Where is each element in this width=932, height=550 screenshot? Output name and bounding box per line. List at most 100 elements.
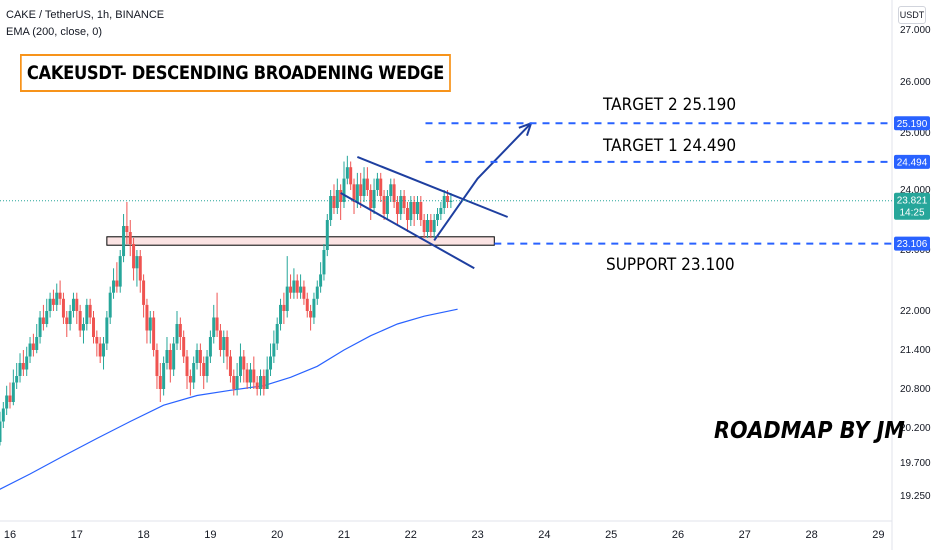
candle-body — [255, 382, 259, 389]
candle-body — [202, 363, 206, 376]
candle-body — [71, 298, 75, 311]
candle-body — [415, 202, 419, 214]
time-tick-label: 29 — [872, 529, 884, 541]
candle-body — [135, 256, 139, 269]
levels-layer — [0, 122, 892, 245]
time-tick-label: 16 — [4, 529, 16, 541]
candle-body — [426, 220, 429, 232]
candle-body — [405, 208, 409, 220]
candle-body — [155, 350, 159, 376]
candle-body — [339, 190, 343, 202]
candle-body — [269, 356, 273, 370]
candle-body — [15, 376, 19, 383]
drawings-layer — [340, 122, 533, 270]
candle-body — [28, 343, 32, 357]
candle-body — [292, 280, 296, 293]
candle-body — [412, 202, 416, 214]
candle-body — [402, 196, 406, 208]
candle-body — [205, 356, 209, 376]
candle-body — [355, 184, 359, 202]
level-price-tag — [894, 154, 930, 169]
candle-body — [21, 363, 25, 370]
candle-body — [395, 202, 399, 214]
time-tick-label: 21 — [338, 529, 350, 541]
candle-body — [122, 226, 126, 257]
time-tick-label: 19 — [204, 529, 216, 541]
current-price-label: 23.821 — [897, 196, 928, 207]
candle-body — [192, 363, 196, 383]
candle-body — [185, 356, 189, 376]
candle-body — [165, 350, 169, 363]
candle-body — [105, 317, 109, 344]
candle-body — [75, 298, 79, 311]
candle-body — [332, 196, 336, 208]
candle-body — [55, 292, 59, 305]
candle-body — [215, 317, 219, 331]
price-unit-label[interactable]: USDT — [898, 6, 926, 24]
candle-body — [142, 280, 146, 305]
price-axis[interactable]: 27.00026.00025.00024.00023.00022.00021.4… — [894, 25, 931, 502]
candle-body — [11, 382, 15, 402]
lower-wedge-line — [340, 192, 475, 270]
candle-body — [228, 356, 232, 376]
candles-layer — [0, 155, 453, 446]
candle-body — [112, 280, 116, 293]
candle-body — [409, 202, 413, 220]
candle-body — [342, 178, 346, 202]
candle-body — [8, 395, 12, 402]
candle-body — [195, 350, 199, 363]
candle-body — [68, 311, 72, 324]
candle-body — [345, 167, 349, 179]
indicator-legend[interactable]: EMA (200, close, 0) — [6, 26, 102, 38]
candle-body — [61, 298, 65, 318]
candle-body — [302, 286, 306, 299]
price-tick-label: 25.000 — [900, 128, 931, 139]
candle-body — [175, 324, 179, 344]
candle-body — [152, 317, 156, 350]
time-tick-label: 23 — [471, 529, 483, 541]
candle-body — [35, 337, 39, 350]
candle-body — [58, 292, 62, 299]
candle-body — [436, 214, 440, 220]
candle-body — [399, 196, 403, 214]
candle-body — [158, 376, 162, 389]
candle-body — [309, 311, 313, 318]
level-price-tag-label: 24.494 — [897, 157, 928, 168]
time-tick-label: 28 — [805, 529, 817, 541]
current-price-tag — [894, 192, 930, 220]
symbol-info[interactable]: CAKE / TetherUS, 1h, BINANCE — [6, 9, 165, 21]
candle-body — [85, 304, 89, 324]
candle-body — [375, 178, 379, 190]
candle-body — [449, 200, 453, 202]
candle-body — [329, 196, 333, 220]
support-zone-layer — [106, 236, 495, 246]
candle-body — [442, 196, 446, 208]
candle-body — [125, 226, 129, 232]
candle-body — [315, 286, 319, 299]
time-axis[interactable]: 16 17 18 19 20 21 22 23 24 25 26 27 28 29 — [4, 529, 885, 541]
candle-body — [389, 184, 393, 196]
candle-body — [439, 208, 443, 214]
candle-body — [172, 343, 176, 370]
candle-body — [95, 337, 99, 344]
candle-body — [235, 376, 239, 389]
candle-body — [98, 343, 102, 357]
price-tick-label: 20.800 — [900, 384, 931, 395]
candle-body — [51, 298, 55, 305]
level-price-tag-label: 23.106 — [897, 239, 928, 250]
candle-body — [18, 363, 22, 376]
candle-body — [245, 369, 249, 383]
candle-body — [108, 292, 112, 318]
price-tick-label: 19.700 — [900, 458, 931, 469]
candle-body — [379, 178, 383, 196]
candle-body — [335, 190, 339, 208]
candle-body — [5, 395, 9, 409]
candle-body — [138, 256, 142, 281]
candle-body — [272, 343, 276, 357]
candle-body — [178, 324, 182, 337]
level-price-tag-label: 25.190 — [897, 119, 928, 130]
candle-body — [279, 304, 283, 324]
price-tick-label: 19.250 — [900, 491, 931, 502]
candle-body — [282, 304, 286, 311]
